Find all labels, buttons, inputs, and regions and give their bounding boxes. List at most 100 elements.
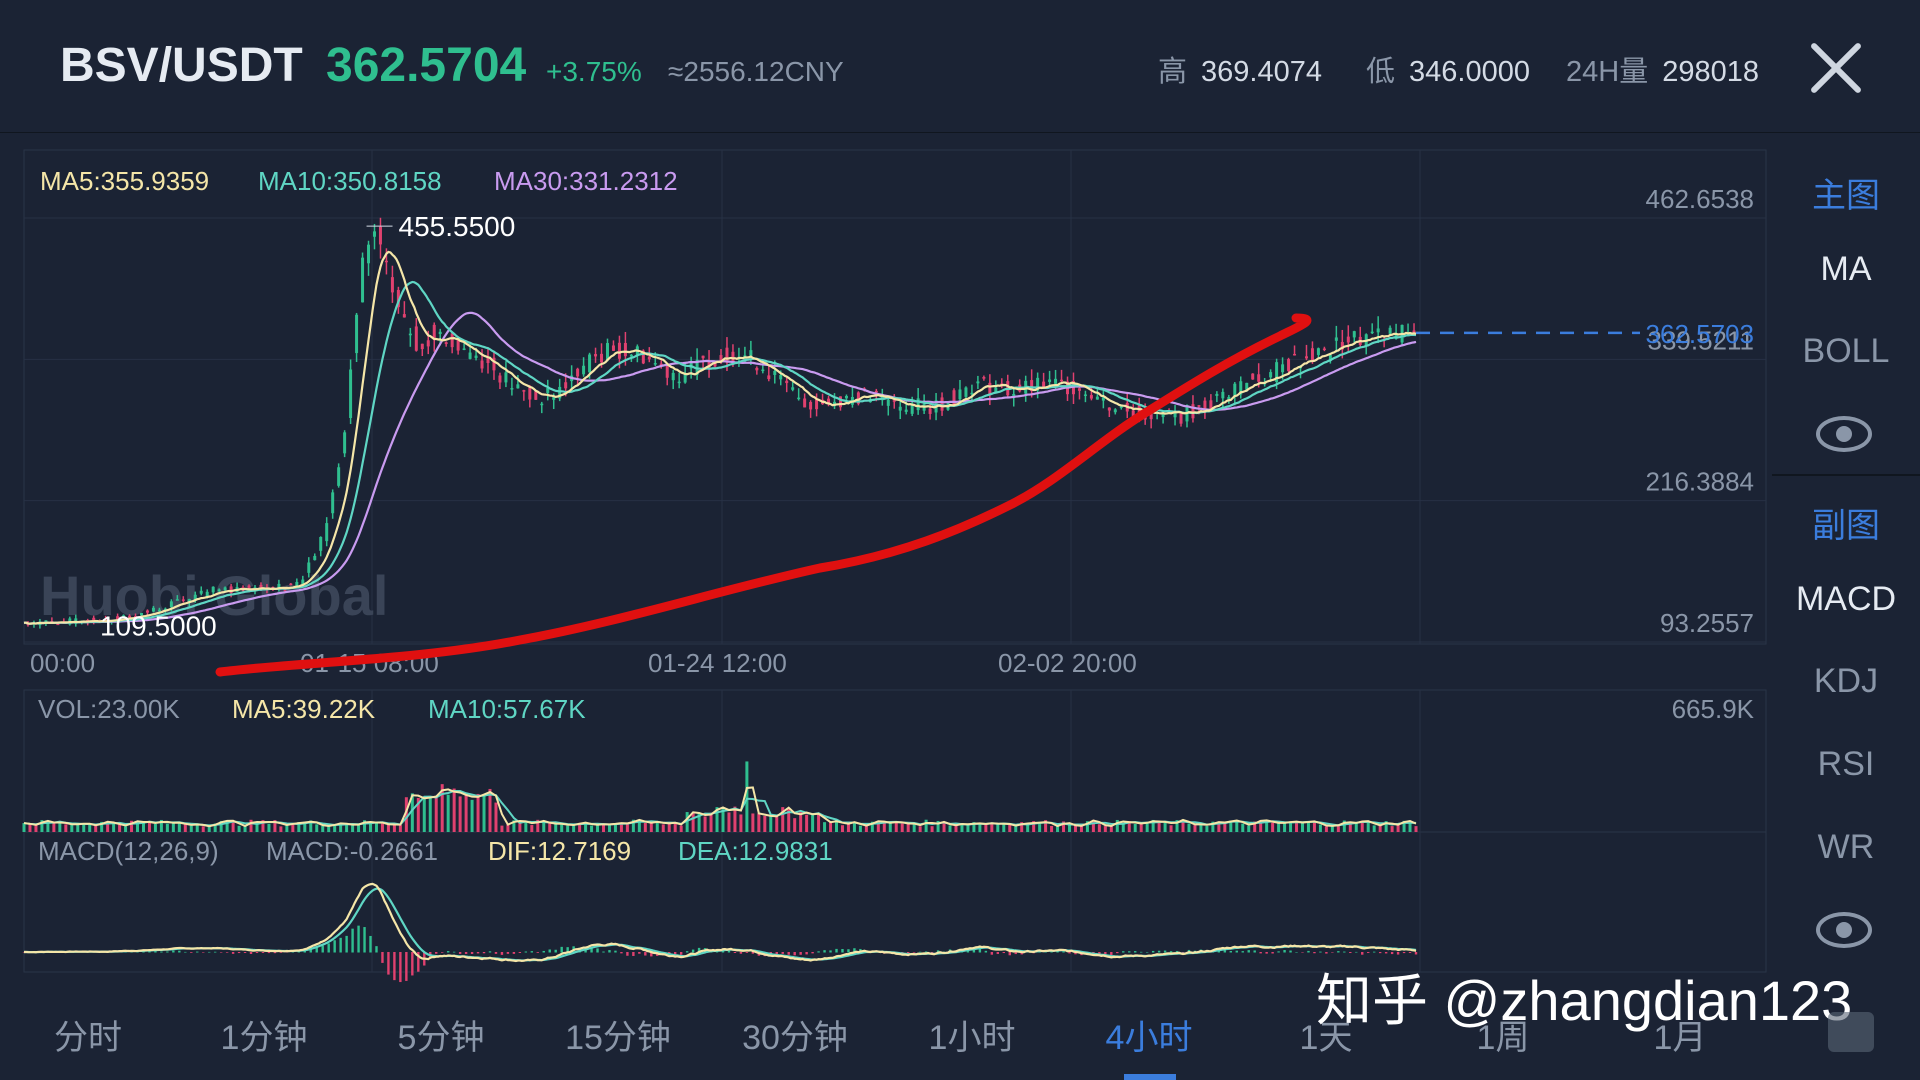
candle-body bbox=[1042, 381, 1046, 389]
volume-bar bbox=[578, 822, 582, 832]
volume-bar bbox=[1289, 821, 1293, 832]
volume-bar bbox=[799, 810, 803, 832]
volume-bar bbox=[76, 824, 80, 832]
volume-bar bbox=[745, 761, 749, 832]
volume-bar bbox=[876, 820, 880, 832]
indicator-boll[interactable]: BOLL bbox=[1802, 332, 1890, 370]
volume-bar bbox=[572, 824, 576, 832]
volume-bar bbox=[930, 826, 934, 832]
volume-bar bbox=[769, 815, 773, 832]
price-change: +3.75% bbox=[546, 56, 642, 87]
macd-bar bbox=[1343, 951, 1346, 953]
candle-body bbox=[307, 562, 311, 573]
candle-body bbox=[355, 314, 359, 354]
volume-bar bbox=[386, 824, 390, 832]
volume-bar bbox=[1026, 824, 1030, 832]
volume-bar bbox=[369, 823, 373, 832]
indicator-kdj[interactable]: KDJ bbox=[1813, 662, 1879, 700]
volume-bar bbox=[649, 822, 653, 832]
candle-body bbox=[1352, 331, 1356, 338]
macd-bar bbox=[1331, 952, 1334, 953]
legend-label: DEA:12.9831 bbox=[678, 836, 833, 866]
macd-bar bbox=[1361, 952, 1364, 955]
macd-bar bbox=[805, 952, 808, 955]
macd-bar bbox=[136, 951, 139, 953]
candle-body bbox=[1215, 393, 1219, 396]
candle-body bbox=[611, 345, 615, 351]
candle-body bbox=[361, 257, 365, 303]
volume-bar bbox=[829, 822, 833, 832]
indicator-ma[interactable]: MA bbox=[1820, 250, 1872, 288]
legend-label: MACD:-0.2661 bbox=[266, 836, 438, 866]
macd-bar bbox=[196, 951, 199, 953]
volume-bar bbox=[195, 823, 199, 832]
macd-bar bbox=[626, 952, 629, 956]
candle-body bbox=[1346, 336, 1350, 343]
candle-body bbox=[283, 589, 287, 591]
volume-bar bbox=[1295, 822, 1299, 832]
tab-1day[interactable]: 1天 bbox=[1299, 1019, 1353, 1057]
candle-body bbox=[725, 347, 729, 363]
volume-bar bbox=[835, 820, 839, 832]
tab-15min[interactable]: 15分钟 bbox=[565, 1019, 671, 1057]
volume-bar bbox=[518, 821, 522, 832]
candle-body bbox=[420, 343, 424, 350]
macd-bar bbox=[1337, 951, 1340, 953]
volume-bar bbox=[1002, 823, 1006, 832]
volume-bar bbox=[488, 788, 492, 832]
volume-bar bbox=[757, 813, 761, 832]
indicator-macd[interactable]: MACD bbox=[1795, 580, 1897, 618]
macd-bar bbox=[811, 952, 814, 954]
volume-bar bbox=[130, 820, 134, 832]
tab-1month[interactable]: 1月 bbox=[1653, 1019, 1707, 1057]
macd-bar bbox=[733, 952, 737, 953]
volume-bar bbox=[1265, 820, 1269, 832]
tab-fenshi[interactable]: 分时 bbox=[54, 1019, 122, 1057]
volume-bar bbox=[978, 824, 982, 832]
eye-icon[interactable] bbox=[1816, 912, 1872, 948]
candle-body bbox=[564, 382, 568, 389]
volume-bar bbox=[1312, 821, 1316, 832]
volume-bar bbox=[201, 826, 205, 832]
candle-body bbox=[169, 601, 173, 607]
macd-bar bbox=[1056, 951, 1059, 953]
volume-bar bbox=[787, 808, 791, 832]
macd-bar bbox=[375, 946, 378, 953]
candle-body bbox=[856, 392, 860, 404]
macd-bar bbox=[213, 951, 217, 953]
candle-body bbox=[44, 620, 48, 623]
tab-5min[interactable]: 5分钟 bbox=[397, 1019, 485, 1057]
volume-bar bbox=[500, 825, 504, 832]
macd-bar bbox=[476, 952, 480, 954]
volume-bar bbox=[357, 824, 361, 832]
indicator-rsi[interactable]: RSI bbox=[1817, 745, 1875, 783]
volume-bar bbox=[602, 824, 606, 832]
candle-body bbox=[205, 591, 209, 598]
macd-bar bbox=[249, 952, 253, 954]
macd-bar bbox=[1402, 952, 1406, 954]
tab-30min[interactable]: 30分钟 bbox=[742, 1019, 848, 1057]
gear-icon[interactable] bbox=[1828, 1012, 1874, 1052]
volume-bar bbox=[1073, 825, 1077, 832]
candle-body bbox=[480, 360, 484, 369]
macd-bar bbox=[566, 947, 569, 953]
tab-4hour[interactable]: 4小时 bbox=[1105, 1019, 1193, 1057]
macd-bar bbox=[1247, 950, 1250, 953]
volume-bar bbox=[1229, 820, 1233, 832]
indicator-wr[interactable]: WR bbox=[1817, 828, 1875, 866]
candle-body bbox=[456, 339, 460, 351]
tab-1min[interactable]: 1分钟 bbox=[220, 1019, 308, 1057]
tab-1week[interactable]: 1周 bbox=[1476, 1019, 1530, 1057]
volume-bar bbox=[721, 807, 725, 832]
volume-bar bbox=[697, 813, 701, 832]
tab-1hour[interactable]: 1小时 bbox=[928, 1019, 1016, 1057]
legend-label: MA5:355.9359 bbox=[40, 166, 209, 196]
volume-bar bbox=[900, 823, 904, 832]
candle-body bbox=[349, 369, 353, 418]
macd-bar bbox=[357, 925, 360, 953]
eye-icon[interactable] bbox=[1816, 416, 1872, 452]
volume-bar bbox=[906, 823, 910, 832]
volume-bar bbox=[512, 820, 516, 832]
low-label: 低 bbox=[1366, 56, 1396, 88]
